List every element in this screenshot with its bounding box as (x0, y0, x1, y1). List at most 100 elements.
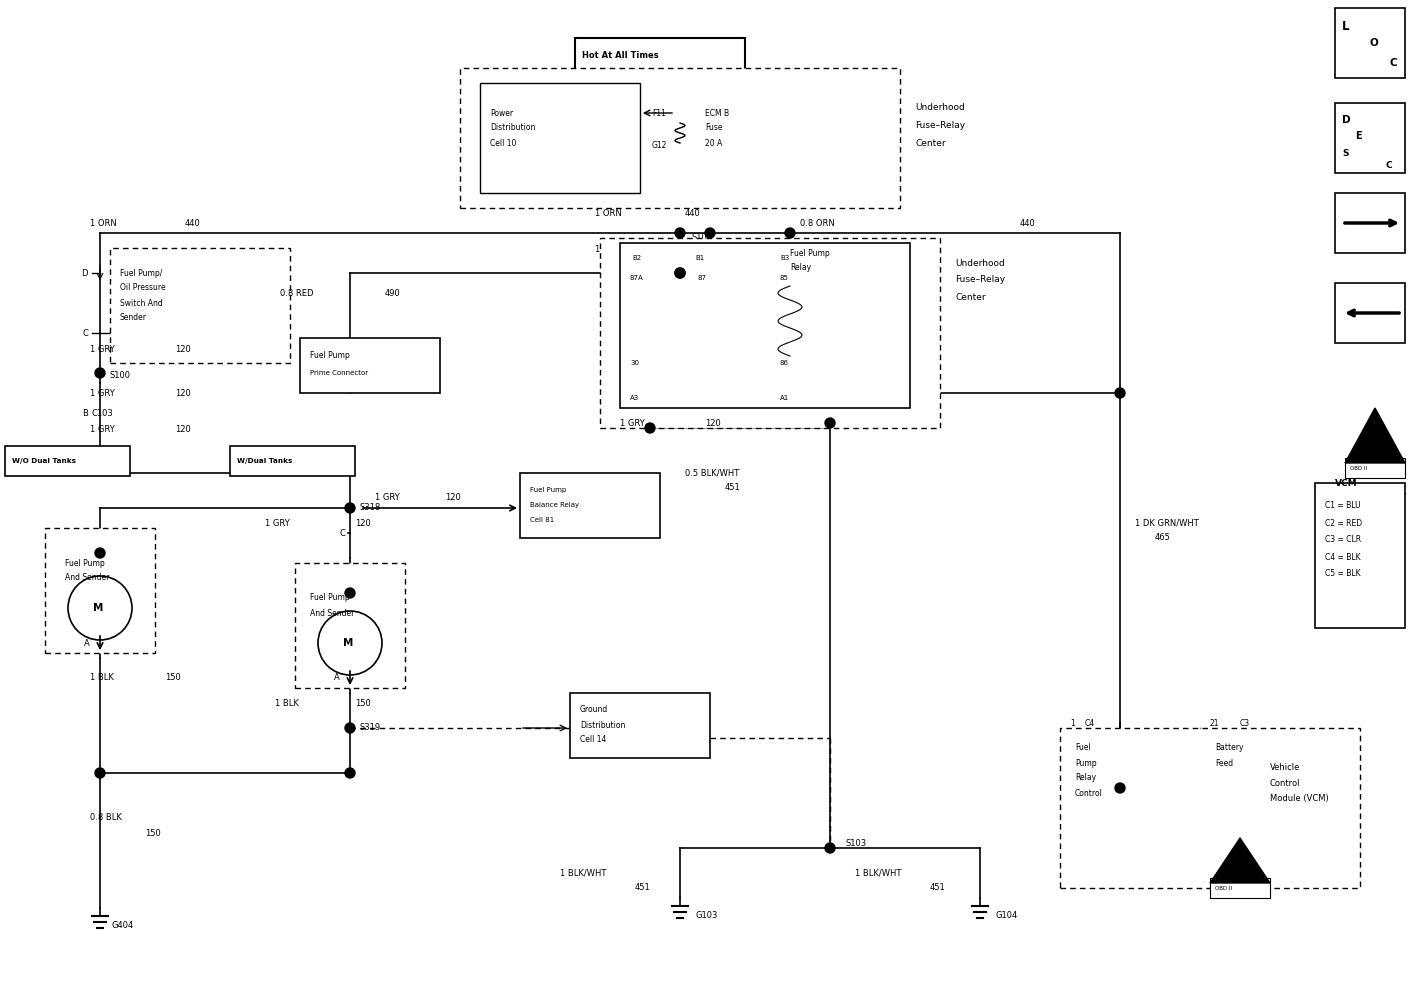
Text: G103: G103 (696, 911, 717, 920)
Text: Distribution: Distribution (580, 721, 625, 730)
Text: D: D (1342, 115, 1350, 125)
Text: Distribution: Distribution (490, 124, 535, 132)
Text: 1 GRY: 1 GRY (90, 425, 114, 434)
Text: 86: 86 (780, 360, 788, 366)
Text: Cell 14: Cell 14 (580, 736, 607, 745)
Circle shape (94, 368, 106, 378)
Text: Center: Center (955, 293, 986, 302)
Text: C: C (1390, 58, 1398, 68)
Text: O: O (1370, 38, 1378, 48)
Text: !: ! (1373, 445, 1377, 451)
Text: C: C (339, 528, 345, 537)
Text: G404: G404 (113, 921, 134, 930)
Text: 120: 120 (355, 518, 370, 527)
Circle shape (345, 588, 355, 598)
Text: And Sender: And Sender (65, 574, 110, 583)
Text: S318: S318 (360, 504, 382, 512)
Bar (620, 243, 910, 408)
Text: 440: 440 (184, 219, 201, 228)
Text: 490: 490 (384, 288, 401, 297)
Circle shape (705, 228, 715, 238)
Text: Fuse–Relay: Fuse–Relay (915, 122, 964, 130)
Text: Control: Control (1074, 788, 1102, 797)
Text: 1 GRY: 1 GRY (265, 518, 290, 527)
Text: 0.8 ORN: 0.8 ORN (800, 219, 835, 228)
Text: !: ! (1239, 867, 1242, 873)
Bar (570, 694, 710, 758)
Text: 1 ORN: 1 ORN (596, 209, 622, 218)
Bar (1209, 878, 1270, 898)
Polygon shape (1209, 838, 1270, 883)
Text: 150: 150 (145, 829, 161, 838)
Text: 87: 87 (698, 275, 707, 281)
Bar (230, 446, 355, 476)
Text: A: A (84, 638, 90, 647)
Text: OBD II: OBD II (1215, 885, 1232, 890)
Text: 120: 120 (705, 418, 721, 427)
Text: Ground: Ground (580, 706, 608, 715)
Text: Switch And: Switch And (120, 298, 163, 307)
Bar (300, 338, 439, 393)
Text: 0.8 RED: 0.8 RED (280, 288, 314, 297)
Text: C103: C103 (92, 408, 114, 417)
Text: Fuel Pump/: Fuel Pump/ (120, 268, 162, 277)
Bar (1060, 728, 1360, 888)
Text: 440: 440 (1019, 219, 1036, 228)
Text: And Sender: And Sender (310, 609, 355, 618)
Text: C: C (1385, 161, 1391, 170)
Bar (1345, 458, 1405, 478)
Text: 1 GRY: 1 GRY (620, 418, 645, 427)
Text: S101: S101 (691, 234, 712, 243)
Text: Power: Power (490, 109, 513, 118)
Text: Fuel Pump: Fuel Pump (310, 594, 349, 603)
Text: 120: 120 (175, 425, 190, 434)
Text: A: A (334, 673, 339, 682)
Circle shape (674, 268, 686, 278)
Text: VCM: VCM (1335, 479, 1357, 488)
Circle shape (645, 423, 655, 433)
Circle shape (825, 418, 835, 428)
Text: B3: B3 (780, 255, 790, 261)
Text: 1 BLK: 1 BLK (275, 699, 298, 708)
Text: 451: 451 (931, 883, 946, 892)
Text: B: B (84, 548, 90, 557)
Text: 1 GRY: 1 GRY (90, 346, 114, 355)
Text: 1 ORN: 1 ORN (90, 219, 117, 228)
Text: Fuel Pump: Fuel Pump (529, 487, 566, 493)
Text: 21: 21 (1209, 719, 1219, 728)
Text: F11: F11 (652, 109, 666, 118)
Bar (600, 238, 941, 428)
Text: Vehicle: Vehicle (1270, 763, 1301, 772)
Text: Battery: Battery (1215, 744, 1243, 753)
Text: 120: 120 (175, 388, 190, 397)
Bar (45, 528, 155, 653)
Text: Relay: Relay (790, 263, 811, 272)
Text: C4 = BLK: C4 = BLK (1325, 552, 1360, 561)
Text: M: M (93, 603, 103, 613)
Circle shape (94, 548, 106, 558)
Text: Underhood: Underhood (955, 258, 1005, 267)
Text: S319: S319 (360, 724, 382, 733)
Text: 0.5 BLK/WHT: 0.5 BLK/WHT (686, 469, 739, 478)
Text: 1 ORN: 1 ORN (596, 246, 622, 254)
Text: C3 = CLR: C3 = CLR (1325, 535, 1362, 544)
Text: S100: S100 (110, 372, 131, 380)
Polygon shape (1345, 408, 1405, 463)
Text: 1 DK GRN/WHT: 1 DK GRN/WHT (1135, 518, 1198, 527)
Text: A1: A1 (780, 395, 790, 401)
Text: B: B (82, 408, 87, 417)
Text: C3: C3 (1240, 719, 1250, 728)
Text: 451: 451 (725, 484, 741, 493)
Text: Fuse–Relay: Fuse–Relay (955, 275, 1005, 284)
Bar (574, 38, 745, 73)
Text: D: D (82, 268, 87, 277)
Text: B1: B1 (696, 255, 704, 261)
Text: Pump: Pump (1074, 758, 1097, 767)
Circle shape (674, 228, 686, 238)
Text: L: L (1342, 19, 1349, 32)
Bar (1335, 193, 1405, 253)
Text: B2: B2 (632, 255, 641, 261)
Text: M: M (344, 638, 353, 648)
Bar (1335, 8, 1405, 78)
Bar (6, 446, 130, 476)
